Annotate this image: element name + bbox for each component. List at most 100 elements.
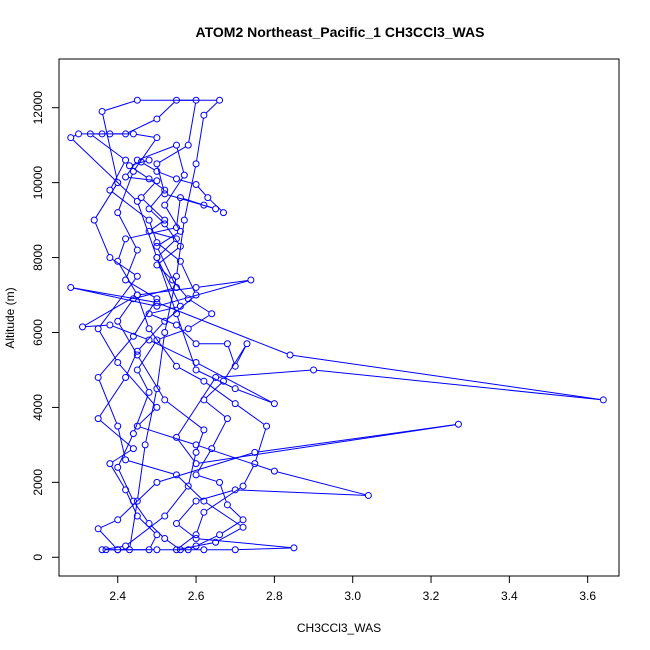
series-segment bbox=[198, 445, 272, 471]
series-segment bbox=[149, 222, 157, 240]
series-segment bbox=[73, 287, 155, 307]
data-point bbox=[161, 317, 169, 325]
series-segment bbox=[257, 424, 456, 453]
data-point bbox=[192, 535, 200, 543]
data-point bbox=[223, 501, 231, 509]
data-point bbox=[153, 134, 161, 142]
series-segment bbox=[151, 340, 194, 362]
series-segment bbox=[244, 466, 254, 484]
data-point bbox=[145, 205, 153, 213]
data-point bbox=[78, 323, 86, 331]
series-segment bbox=[221, 520, 241, 534]
series-segment bbox=[138, 342, 156, 368]
data-point bbox=[133, 347, 141, 355]
data-point bbox=[114, 179, 122, 187]
data-point bbox=[200, 201, 208, 209]
series-segment bbox=[158, 244, 179, 260]
series-segment bbox=[139, 145, 174, 160]
data-point bbox=[223, 415, 231, 423]
data-point bbox=[122, 486, 130, 494]
data-point bbox=[145, 156, 153, 164]
data-point bbox=[180, 171, 188, 179]
series-segment bbox=[176, 316, 196, 368]
data-point bbox=[200, 111, 208, 119]
data-point bbox=[290, 544, 298, 552]
data-point bbox=[129, 445, 137, 453]
data-point bbox=[133, 512, 141, 520]
data-point bbox=[106, 460, 114, 468]
series-segment bbox=[151, 221, 163, 230]
data-point bbox=[192, 531, 200, 539]
data-point bbox=[125, 546, 133, 554]
data-point bbox=[114, 546, 122, 554]
data-point bbox=[172, 175, 180, 183]
data-point bbox=[161, 186, 169, 194]
series-segment bbox=[129, 503, 138, 547]
series-segment bbox=[316, 369, 601, 401]
series-segment bbox=[151, 180, 163, 189]
series-segment bbox=[158, 247, 179, 264]
data-point bbox=[216, 531, 224, 539]
data-point bbox=[176, 257, 184, 265]
x-axis-label: CH3CCl3_WAS bbox=[297, 621, 381, 635]
y-tick-label: 6000 bbox=[31, 319, 45, 346]
series-segment bbox=[118, 241, 126, 259]
series-segment bbox=[218, 528, 241, 542]
data-point bbox=[192, 448, 200, 456]
series-segment bbox=[198, 475, 217, 482]
data-point bbox=[75, 130, 83, 138]
data-point bbox=[200, 546, 208, 554]
series-segment bbox=[128, 176, 154, 181]
data-point bbox=[153, 478, 161, 486]
series-segment bbox=[218, 369, 311, 378]
series-segment bbox=[136, 287, 174, 299]
data-point bbox=[192, 441, 200, 449]
data-point bbox=[133, 246, 141, 254]
data-point bbox=[129, 167, 137, 175]
data-point bbox=[106, 186, 114, 194]
data-point bbox=[216, 478, 224, 486]
y-axis: 0 2000 4000 6000 8000 10000 12000 bbox=[31, 91, 60, 561]
series-segment bbox=[157, 260, 180, 304]
series-segment bbox=[238, 489, 366, 496]
data-point bbox=[200, 377, 208, 385]
data-point bbox=[122, 456, 130, 464]
data-point bbox=[153, 385, 161, 393]
data-point bbox=[145, 520, 153, 528]
data-point bbox=[145, 336, 153, 344]
data-point bbox=[219, 209, 227, 217]
data-point bbox=[153, 242, 161, 250]
series-segment bbox=[137, 447, 146, 499]
series-segment bbox=[158, 240, 175, 256]
data-point bbox=[270, 467, 278, 475]
data-point bbox=[161, 216, 169, 224]
data-point bbox=[192, 460, 200, 468]
x-axis: 2.4 2.6 2.8 3.0 3.2 3.4 3.6 bbox=[109, 575, 596, 603]
y-axis-label: Altitude (m) bbox=[3, 287, 17, 348]
data-point bbox=[161, 201, 169, 209]
data-point bbox=[122, 173, 130, 181]
data-point bbox=[239, 523, 247, 531]
data-point bbox=[172, 235, 180, 243]
series-segment bbox=[140, 426, 194, 445]
data-point bbox=[153, 177, 161, 185]
series-segment bbox=[209, 199, 222, 211]
series-segment bbox=[150, 525, 163, 537]
series-segment bbox=[176, 147, 185, 173]
data-point bbox=[192, 366, 200, 374]
series-segment bbox=[159, 280, 249, 306]
data-point bbox=[263, 422, 271, 430]
data-point bbox=[67, 134, 75, 142]
series-segment bbox=[111, 191, 147, 219]
data-point bbox=[94, 325, 102, 333]
y-tick-label: 0 bbox=[31, 554, 45, 561]
series-segment bbox=[190, 299, 210, 313]
data-point bbox=[176, 194, 184, 202]
data-point bbox=[172, 284, 180, 292]
series-segment bbox=[102, 114, 118, 180]
data-point bbox=[106, 254, 114, 262]
data-point bbox=[192, 471, 200, 479]
series-segment bbox=[98, 380, 118, 424]
series-segment bbox=[212, 421, 227, 447]
